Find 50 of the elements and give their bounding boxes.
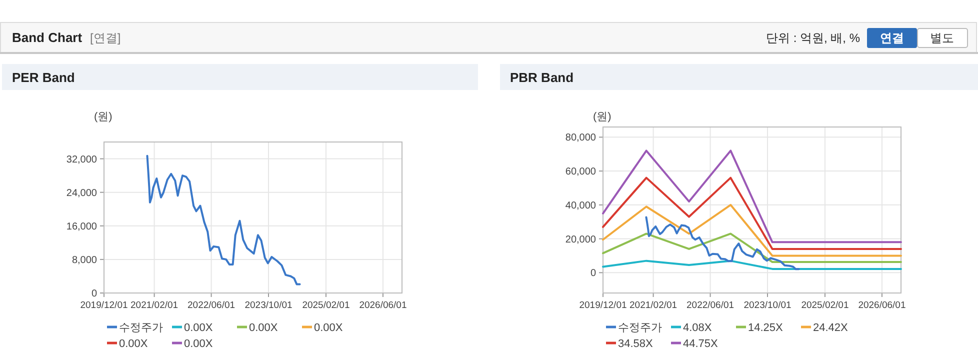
line-series	[146, 154, 301, 286]
x-tick-label: 2021/02/01	[630, 300, 678, 311]
legend-label: 0.00X	[184, 338, 214, 350]
y-tick-label: 24,000	[66, 188, 98, 199]
legend-label: 14.25X	[748, 322, 784, 334]
y-tick-label: 16,000	[66, 221, 98, 232]
legend-label: 24.42X	[813, 322, 849, 334]
text: Band Chart	[12, 30, 83, 45]
line-series	[602, 260, 902, 270]
x-tick-label: 2025/02/01	[302, 300, 350, 311]
line-series	[602, 150, 902, 244]
y-tick-label: 60,000	[565, 166, 596, 178]
line-series	[602, 232, 902, 263]
legend-label: 수정주가	[618, 322, 662, 334]
y-tick-label: 32,000	[66, 154, 98, 166]
y-tick-label: 40,000	[565, 200, 596, 212]
chart-title: PBR Band	[510, 70, 574, 85]
y-tick-label: 80,000	[565, 132, 596, 144]
text: 단위 : 억원, 배, %	[766, 31, 860, 45]
x-tick-label: 2019/12/01	[80, 300, 128, 311]
text: 별도	[930, 31, 954, 45]
x-tick-label: 2022/06/01	[686, 300, 734, 311]
x-tick-label: 2023/10/01	[744, 300, 792, 311]
line-series	[602, 176, 902, 250]
y-tick-label: 0	[91, 288, 98, 300]
line-series	[602, 204, 902, 257]
legend-label: 수정주가	[119, 322, 163, 334]
x-tick-label: 2022/06/01	[188, 300, 236, 311]
line-series	[645, 216, 800, 270]
y-tick-label: 0	[590, 268, 596, 280]
legend-label: 0.00X	[249, 322, 278, 334]
chart-title: PER Band	[12, 70, 75, 85]
legend-label: 4.08X	[683, 322, 712, 334]
legend-label: 0.00X	[184, 322, 214, 334]
y-tick-label: 20,000	[565, 234, 596, 246]
x-tick-label: 2025/02/01	[801, 300, 849, 311]
text: 연결	[880, 31, 904, 45]
legend-label: 34.58X	[618, 338, 654, 350]
legend-label: 0.00X	[119, 338, 148, 350]
x-tick-label: 2026/06/01	[858, 300, 906, 311]
y-tick-label: 8,000	[72, 254, 98, 266]
legend-label: 44.75X	[683, 338, 719, 350]
y-axis-title: (원)	[94, 111, 112, 123]
x-tick-label: 2023/10/01	[244, 300, 292, 311]
x-tick-label: 2019/12/01	[579, 300, 627, 311]
legend-label: 0.00X	[314, 322, 344, 334]
x-tick-label: 2021/02/01	[130, 300, 178, 311]
text: [연결]	[90, 31, 121, 45]
x-tick-label: 2026/06/01	[359, 300, 407, 311]
y-axis-title: (원)	[593, 111, 612, 123]
